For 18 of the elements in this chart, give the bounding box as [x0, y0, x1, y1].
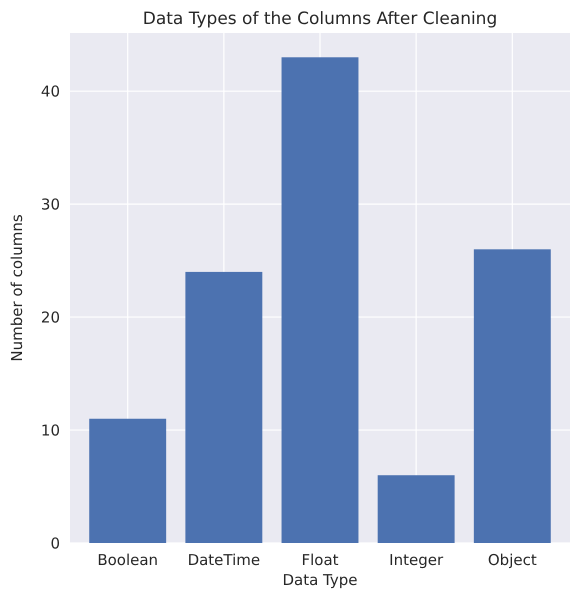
y-tick-label: 30 [40, 195, 60, 214]
y-tick-label: 0 [50, 534, 60, 552]
bar [185, 272, 262, 543]
x-axis-title: Data Type [282, 571, 358, 589]
bar [89, 418, 166, 543]
y-axis-title: Number of columns [8, 214, 26, 362]
bar [378, 475, 455, 543]
bar [474, 249, 551, 543]
y-tick-label: 10 [40, 421, 60, 440]
chart-title: Data Types of the Columns After Cleaning [142, 9, 498, 29]
x-tick-label: Float [301, 551, 339, 569]
y-tick-label: 40 [40, 82, 60, 100]
bar [282, 57, 358, 543]
x-tick-label: Object [488, 551, 537, 569]
x-tick-label: Boolean [97, 551, 158, 569]
y-tick-label: 20 [40, 308, 60, 326]
x-tick-label: DateTime [188, 551, 260, 569]
x-tick-label: Integer [389, 551, 444, 569]
